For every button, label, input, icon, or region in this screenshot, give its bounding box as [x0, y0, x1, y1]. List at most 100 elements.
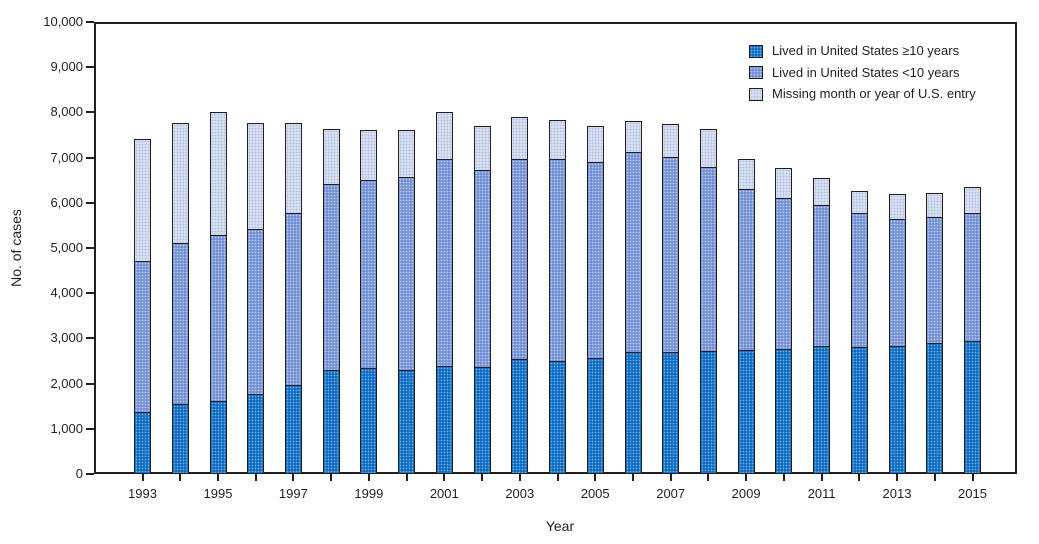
y-axis-tick: [86, 292, 94, 295]
segment-lived-ge10-years: [813, 346, 831, 474]
segment-missing-entry: [662, 123, 680, 159]
segment-lived-lt10-years: [775, 199, 793, 351]
segment-missing-entry: [473, 125, 491, 172]
y-axis-tick: [86, 473, 94, 475]
x-axis-tick: [217, 474, 219, 481]
legend-row: Lived in United States <10 years: [749, 65, 976, 80]
x-axis-tick-label: 1995: [203, 486, 233, 501]
bar-2005: [586, 125, 604, 475]
legend-row: Lived in United States ≥10 years: [749, 44, 976, 58]
segment-lived-lt10-years: [850, 213, 868, 348]
bar-2001: [435, 111, 453, 474]
segment-lived-ge10-years: [171, 404, 189, 474]
x-axis-tick-label: 2003: [505, 486, 535, 501]
segment-missing-entry: [926, 192, 944, 219]
x-axis-tick: [594, 474, 597, 481]
bar-2014: [926, 192, 944, 475]
x-axis-tick-label: 2015: [958, 486, 987, 501]
segment-lived-ge10-years: [247, 394, 265, 474]
y-axis-tick-label: 0: [75, 466, 83, 481]
x-axis-tick: [443, 474, 446, 481]
x-axis-tick: [254, 474, 257, 481]
segment-lived-ge10-years: [964, 341, 981, 474]
segment-lived-ge10-years: [398, 370, 416, 475]
bar-1997: [284, 123, 302, 474]
x-axis-tick: [367, 474, 370, 481]
segment-missing-entry: [737, 159, 755, 191]
segment-missing-entry: [209, 111, 227, 236]
segment-lived-lt10-years: [888, 219, 906, 347]
segment-lived-lt10-years: [737, 190, 755, 351]
x-axis-tick: [933, 474, 936, 481]
x-axis-tick-label: 1997: [278, 486, 308, 501]
segment-missing-entry: [624, 121, 642, 154]
bar-2004: [549, 120, 566, 474]
segment-lived-ge10-years: [850, 347, 868, 474]
x-axis-tick: [405, 474, 408, 481]
y-axis-tick-label: 1,000: [50, 420, 83, 436]
y-axis-tick: [86, 247, 94, 249]
segment-lived-ge10-years: [888, 346, 906, 474]
x-axis-tick: [179, 474, 182, 481]
bar-2015: [964, 187, 981, 474]
y-axis-tick: [86, 156, 94, 159]
segment-missing-entry: [134, 139, 151, 262]
segment-lived-lt10-years: [284, 214, 302, 386]
segment-lived-ge10-years: [586, 358, 604, 475]
x-axis-tick-label: 2005: [580, 486, 610, 501]
segment-lived-ge10-years: [134, 412, 151, 474]
x-axis-tick-label: 2013: [882, 486, 912, 501]
x-axis-tick-label: 1999: [354, 486, 384, 501]
x-axis-tick: [481, 474, 483, 481]
x-axis-tick-label: 2001: [429, 486, 459, 501]
y-axis-tick-label: 8,000: [50, 104, 83, 120]
segment-lived-ge10-years: [926, 343, 944, 475]
legend-swatch-icon: [749, 87, 763, 101]
bar-2010: [775, 167, 793, 475]
x-axis-tick: [556, 474, 559, 481]
segment-lived-lt10-years: [586, 162, 604, 359]
segment-missing-entry: [699, 129, 717, 169]
x-axis-tick-label: 2009: [731, 486, 761, 501]
bar-1996: [247, 123, 265, 474]
bar-1995: [209, 111, 227, 474]
segment-missing-entry: [398, 129, 416, 178]
bar-2013: [888, 193, 906, 474]
bar-1998: [322, 129, 340, 474]
x-axis-tick: [896, 474, 898, 481]
bar-2000: [398, 129, 416, 475]
x-axis-tick: [782, 474, 785, 481]
segment-lived-ge10-years: [699, 351, 717, 474]
segment-lived-lt10-years: [662, 158, 680, 354]
x-axis-tick-label: 1993: [128, 486, 157, 501]
segment-missing-entry: [964, 187, 981, 215]
segment-missing-entry: [247, 123, 265, 230]
legend-swatch-icon: [749, 44, 763, 58]
segment-lived-ge10-years: [549, 361, 566, 474]
bar-2003: [511, 116, 529, 474]
segment-lived-lt10-years: [511, 159, 529, 360]
segment-missing-entry: [775, 167, 793, 200]
y-axis-title: No. of cases: [8, 209, 24, 287]
segment-missing-entry: [549, 120, 566, 160]
x-axis-tick-label: 2011: [807, 486, 836, 501]
segment-lived-ge10-years: [284, 385, 302, 474]
y-axis-tick-label: 10,000: [43, 14, 83, 29]
segment-lived-lt10-years: [134, 261, 151, 413]
segment-missing-entry: [586, 125, 604, 163]
segment-lived-lt10-years: [322, 184, 340, 371]
segment-lived-lt10-years: [926, 218, 944, 344]
x-axis-tick: [632, 474, 634, 481]
segment-missing-entry: [888, 193, 906, 220]
y-axis-tick-label: 6,000: [50, 194, 83, 210]
y-axis-tick-label: 3,000: [50, 330, 83, 346]
segment-missing-entry: [813, 178, 831, 206]
segment-missing-entry: [171, 123, 189, 244]
segment-lived-ge10-years: [737, 350, 755, 475]
segment-lived-ge10-years: [775, 350, 793, 474]
segment-lived-lt10-years: [813, 205, 831, 347]
segment-lived-lt10-years: [171, 243, 189, 405]
y-axis-tick: [86, 111, 94, 114]
segment-missing-entry: [850, 190, 868, 214]
